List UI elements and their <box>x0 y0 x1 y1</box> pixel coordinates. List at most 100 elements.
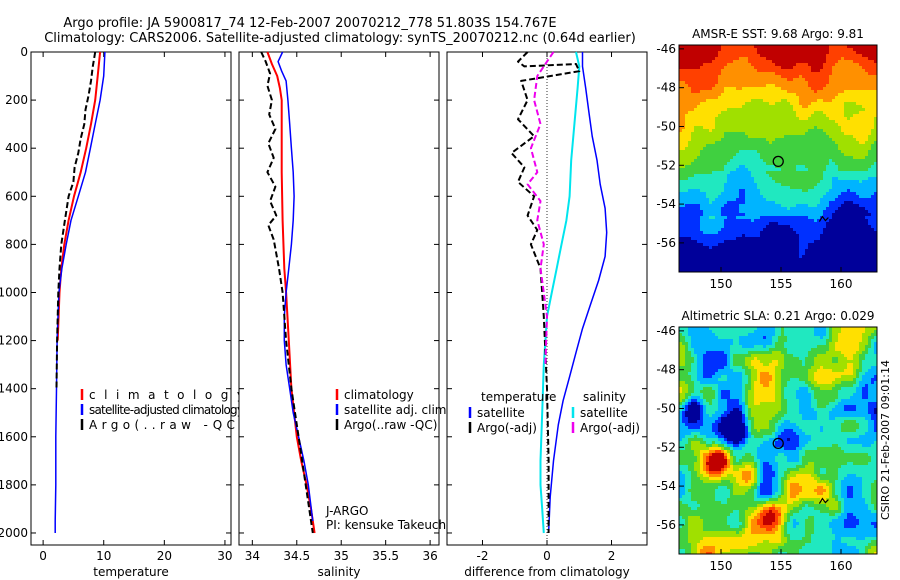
heatmap-cell <box>694 57 698 61</box>
heatmap-cell <box>694 219 698 223</box>
heatmap-cell <box>730 93 734 97</box>
heatmap-cell <box>703 234 707 238</box>
heatmap-cell <box>748 153 752 157</box>
heatmap-cell <box>694 243 698 247</box>
heatmap-cell <box>850 207 854 211</box>
heatmap-cell <box>685 138 689 142</box>
heatmap-cell <box>781 75 785 79</box>
heatmap-cell <box>841 129 845 133</box>
heatmap-cell <box>841 225 845 229</box>
heatmap-cell <box>817 258 821 262</box>
heatmap-cell <box>700 234 704 238</box>
heatmap-cell <box>775 66 779 70</box>
heatmap-cell <box>820 261 824 265</box>
heatmap-cell <box>694 81 698 85</box>
heatmap-cell <box>769 171 773 175</box>
heatmap-cell <box>691 81 695 85</box>
heatmap-cell <box>775 105 779 109</box>
heatmap-cell <box>769 261 773 265</box>
heatmap-cell <box>841 240 845 244</box>
heatmap-cell <box>733 150 737 154</box>
heatmap-cell <box>712 51 716 55</box>
heatmap-cell <box>868 90 872 94</box>
heatmap-cell <box>778 147 782 151</box>
heatmap-cell <box>775 72 779 76</box>
heatmap-cell <box>871 234 875 238</box>
heatmap-cell <box>814 138 818 142</box>
heatmap-cell <box>706 72 710 76</box>
heatmap-cell <box>802 60 806 64</box>
heatmap-cell <box>793 117 797 121</box>
heatmap-cell <box>745 237 749 241</box>
heatmap-cell <box>688 120 692 124</box>
heatmap-cell <box>679 120 683 124</box>
heatmap-cell <box>727 108 731 112</box>
heatmap-cell <box>868 135 872 139</box>
heatmap-cell <box>685 177 689 181</box>
heatmap-cell <box>754 72 758 76</box>
heatmap-cell <box>823 54 827 58</box>
x-tick-label: 0 <box>543 549 551 563</box>
heatmap-cell <box>865 168 869 172</box>
heatmap-cell <box>739 195 743 199</box>
heatmap-cell <box>700 192 704 196</box>
heatmap-cell <box>802 237 806 241</box>
heatmap-cell <box>757 72 761 76</box>
heatmap-cell <box>850 114 854 118</box>
heatmap-cell <box>730 126 734 130</box>
heatmap-cell <box>718 195 722 199</box>
heatmap-cell <box>739 162 743 166</box>
heatmap-cell <box>820 96 824 100</box>
heatmap-cell <box>682 45 686 49</box>
heatmap-cell <box>727 198 731 202</box>
heatmap-cell <box>847 240 851 244</box>
heatmap-cell <box>727 195 731 199</box>
heatmap-cell <box>778 240 782 244</box>
heatmap-cell <box>712 111 716 115</box>
heatmap-cell <box>679 93 683 97</box>
heatmap-cell <box>859 84 863 88</box>
heatmap-cell <box>766 126 770 130</box>
heatmap-cell <box>778 60 782 64</box>
heatmap-cell <box>826 135 830 139</box>
heatmap-cell <box>700 90 704 94</box>
heatmap-cell <box>853 120 857 124</box>
heatmap-cell <box>796 108 800 112</box>
heatmap-cell <box>853 138 857 142</box>
heatmap-cell <box>865 81 869 85</box>
heatmap-cell <box>832 165 836 169</box>
heatmap-cell <box>868 117 872 121</box>
heatmap-cell <box>778 228 782 232</box>
heatmap-cell <box>724 180 728 184</box>
x-tick-label: 34 <box>245 549 260 563</box>
heatmap-cell <box>712 96 716 100</box>
heatmap-cell <box>688 258 692 262</box>
heatmap-cell <box>700 147 704 151</box>
heatmap-cell <box>727 204 731 208</box>
heatmap-cell <box>796 51 800 55</box>
heatmap-cell <box>739 81 743 85</box>
heatmap-cell <box>718 162 722 166</box>
heatmap-cell <box>679 117 683 121</box>
heatmap-cell <box>745 183 749 187</box>
heatmap-cell <box>736 168 740 172</box>
heatmap-cell <box>850 240 854 244</box>
heatmap-cell <box>781 93 785 97</box>
heatmap-cell <box>844 66 848 70</box>
heatmap-cell <box>835 171 839 175</box>
heatmap-cell <box>679 222 683 226</box>
heatmap-cell <box>700 105 704 109</box>
heatmap-cell <box>823 159 827 163</box>
heatmap-cell <box>859 108 863 112</box>
heatmap-cell <box>697 51 701 55</box>
heatmap-cell <box>874 87 877 91</box>
heatmap-cell <box>742 252 746 256</box>
heatmap-cell <box>712 75 716 79</box>
heatmap-cell <box>796 243 800 247</box>
heatmap-cell <box>688 135 692 139</box>
heatmap-cell <box>766 234 770 238</box>
heatmap-cell <box>736 90 740 94</box>
heatmap-cell <box>859 207 863 211</box>
heatmap-cell <box>841 132 845 136</box>
heatmap-cell <box>862 210 866 214</box>
